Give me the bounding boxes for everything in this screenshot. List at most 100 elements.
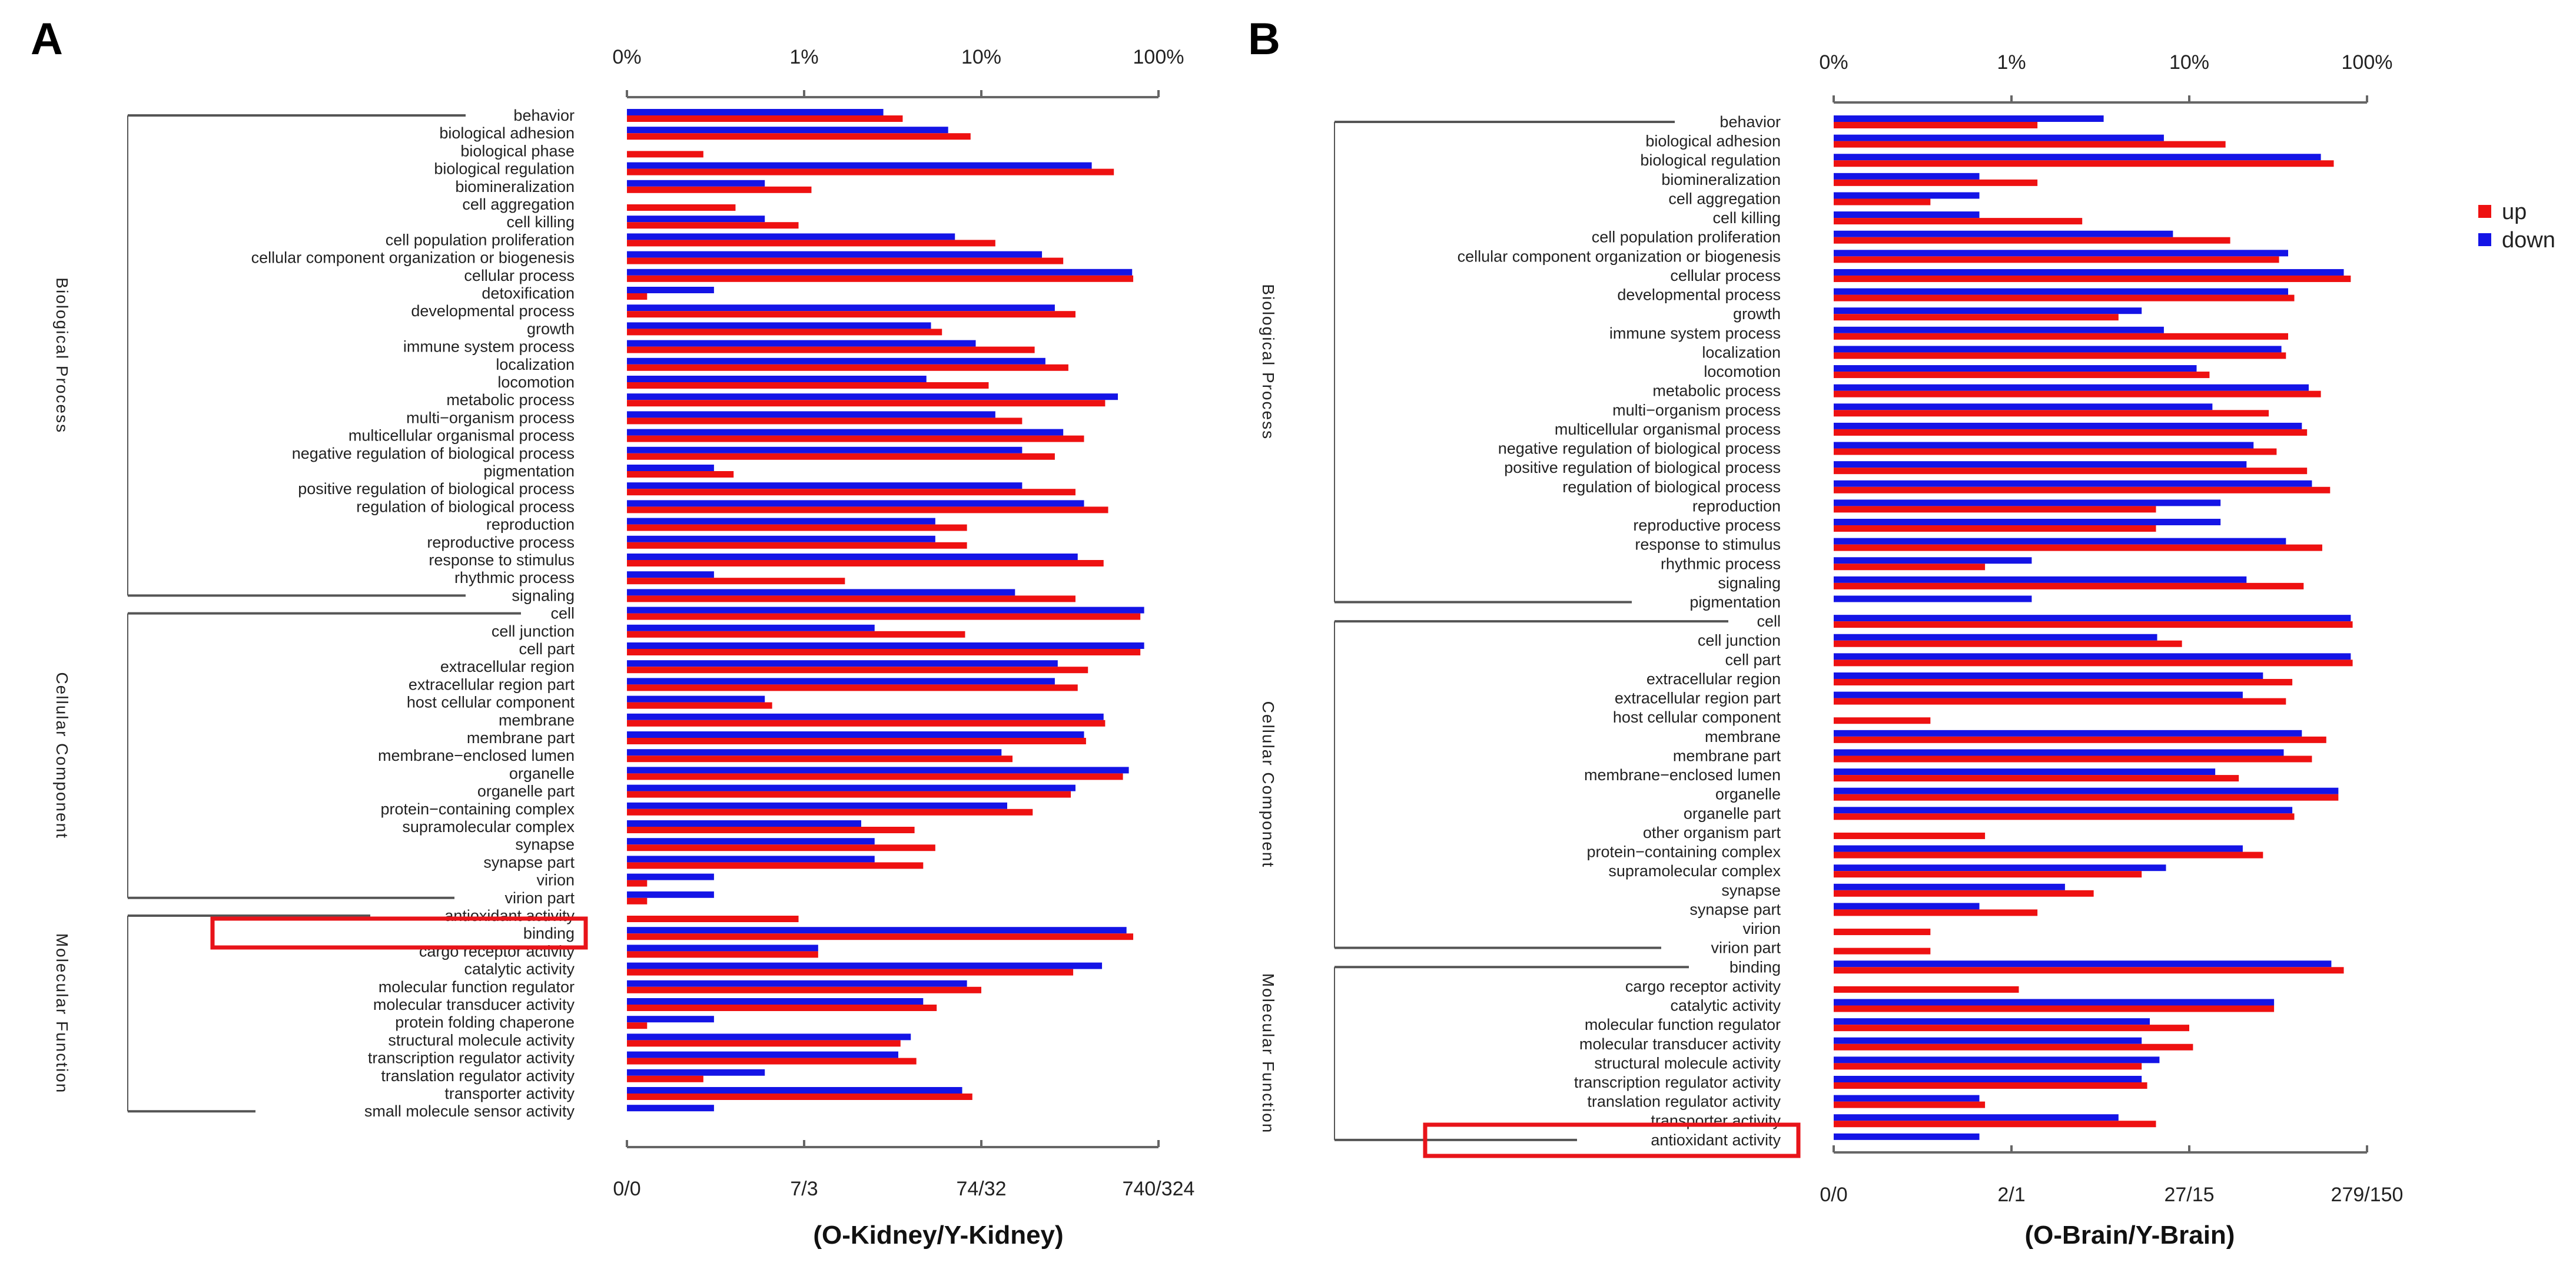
top-tick-label: 100%: [2342, 51, 2393, 74]
bar-up: [627, 115, 903, 122]
term-label: positive regulation of biological proces…: [1504, 459, 1781, 476]
term-label: multi−organism process: [1612, 401, 1781, 419]
bar-up: [627, 186, 812, 193]
bar-up: [627, 382, 989, 389]
group-label: Cellular Component: [53, 672, 71, 839]
bar-down: [1834, 595, 2032, 602]
bar-up: [627, 311, 1075, 318]
bar-down: [627, 891, 714, 898]
bar-down: [627, 998, 924, 1005]
bar-down: [1834, 1133, 1980, 1140]
term-label: organelle part: [477, 783, 575, 800]
bar-down: [627, 695, 765, 703]
bar-down: [1834, 192, 1980, 199]
bar-down: [1834, 230, 2173, 237]
bar-up: [1834, 1082, 2147, 1089]
bar-up: [1834, 410, 2269, 417]
bar-up: [1834, 909, 2038, 916]
term-label: positive regulation of biological proces…: [298, 480, 575, 498]
bar-up: [1834, 218, 2083, 225]
bar-up: [1834, 506, 2156, 513]
bar-down: [1834, 672, 2263, 679]
bar-up: [1834, 486, 2331, 493]
bar-down: [627, 820, 861, 827]
term-label: cellular process: [464, 267, 575, 284]
term-label: structural molecule activity: [388, 1031, 575, 1049]
term-label: response to stimulus: [429, 551, 575, 569]
bar-down: [627, 216, 765, 223]
bar-down: [1834, 749, 2284, 756]
bar-down: [627, 838, 875, 845]
bar-down: [1834, 288, 2289, 295]
legend-swatch-up: [2478, 205, 2491, 218]
bar-down: [627, 429, 1064, 436]
bar-up: [1834, 160, 2334, 167]
bar-up: [627, 204, 736, 211]
top-tick-label: 0%: [612, 46, 641, 68]
bar-down: [1834, 615, 2351, 622]
term-label: cell: [550, 605, 575, 622]
bar-up: [627, 986, 981, 993]
bar-down: [627, 287, 714, 293]
bar-up: [1834, 390, 2321, 397]
bar-up: [627, 880, 648, 887]
bar-up: [627, 293, 648, 300]
bar-up: [1834, 851, 2263, 859]
bottom-tick-label: 740/324: [1123, 1178, 1195, 1200]
bar-down: [627, 767, 1129, 774]
bar-up: [627, 418, 1023, 425]
bar-up: [627, 916, 799, 922]
bar-up: [627, 524, 967, 531]
term-label: virion part: [504, 889, 575, 907]
term-label: multi−organism process: [406, 409, 575, 426]
bar-down: [627, 927, 1127, 934]
bar-down: [1834, 903, 1980, 910]
term-label: biological regulation: [434, 160, 575, 178]
panel-letter: A: [31, 14, 63, 64]
bar-up: [627, 506, 1108, 513]
term-label: molecular function regulator: [379, 978, 575, 996]
bar-up: [627, 400, 1106, 407]
term-label: small molecule sensor activity: [364, 1102, 575, 1120]
term-label: catalytic activity: [1670, 997, 1781, 1015]
term-label: protein−containing complex: [381, 800, 575, 818]
bar-down: [627, 482, 1023, 489]
bar-down: [1834, 461, 2247, 468]
bar-up: [627, 667, 1088, 674]
term-label: virion: [1742, 920, 1781, 937]
term-label: organelle: [509, 764, 575, 782]
bar-up: [1834, 794, 2339, 801]
term-label: extracellular region part: [409, 675, 575, 693]
term-label: organelle part: [1684, 804, 1781, 822]
term-label: antioxidant activity: [444, 907, 575, 925]
term-label: biological regulation: [1640, 151, 1781, 169]
term-label: locomotion: [497, 373, 575, 391]
term-label: multicellular organismal process: [1555, 420, 1781, 438]
bar-down: [627, 749, 1002, 756]
bar-up: [1834, 832, 1986, 839]
bar-up: [627, 897, 648, 904]
term-label: developmental process: [1617, 286, 1781, 304]
bar-up: [627, 951, 818, 958]
bar-up: [627, 613, 1141, 620]
term-label: cell part: [1725, 651, 1781, 668]
term-label: protein−containing complex: [1587, 843, 1781, 861]
bar-up: [1834, 986, 2019, 993]
bar-up: [627, 435, 1084, 442]
bar-down: [627, 873, 714, 880]
group-label: Molecular Function: [53, 933, 71, 1094]
group-label: Cellular Component: [1259, 701, 1277, 868]
bar-down: [627, 713, 1104, 720]
term-label: membrane−enclosed lumen: [378, 747, 575, 764]
bar-up: [1834, 660, 2353, 667]
legend-label-up: up: [2502, 200, 2527, 224]
bar-up: [1834, 256, 2279, 263]
bar-up: [627, 1058, 917, 1065]
bar-up: [627, 969, 1074, 976]
bar-down: [1834, 422, 2302, 429]
term-label: cellular component organization or bioge…: [251, 249, 575, 267]
term-label: developmental process: [411, 302, 575, 320]
bar-down: [1834, 864, 2166, 872]
term-label: rhythmic process: [454, 569, 575, 587]
